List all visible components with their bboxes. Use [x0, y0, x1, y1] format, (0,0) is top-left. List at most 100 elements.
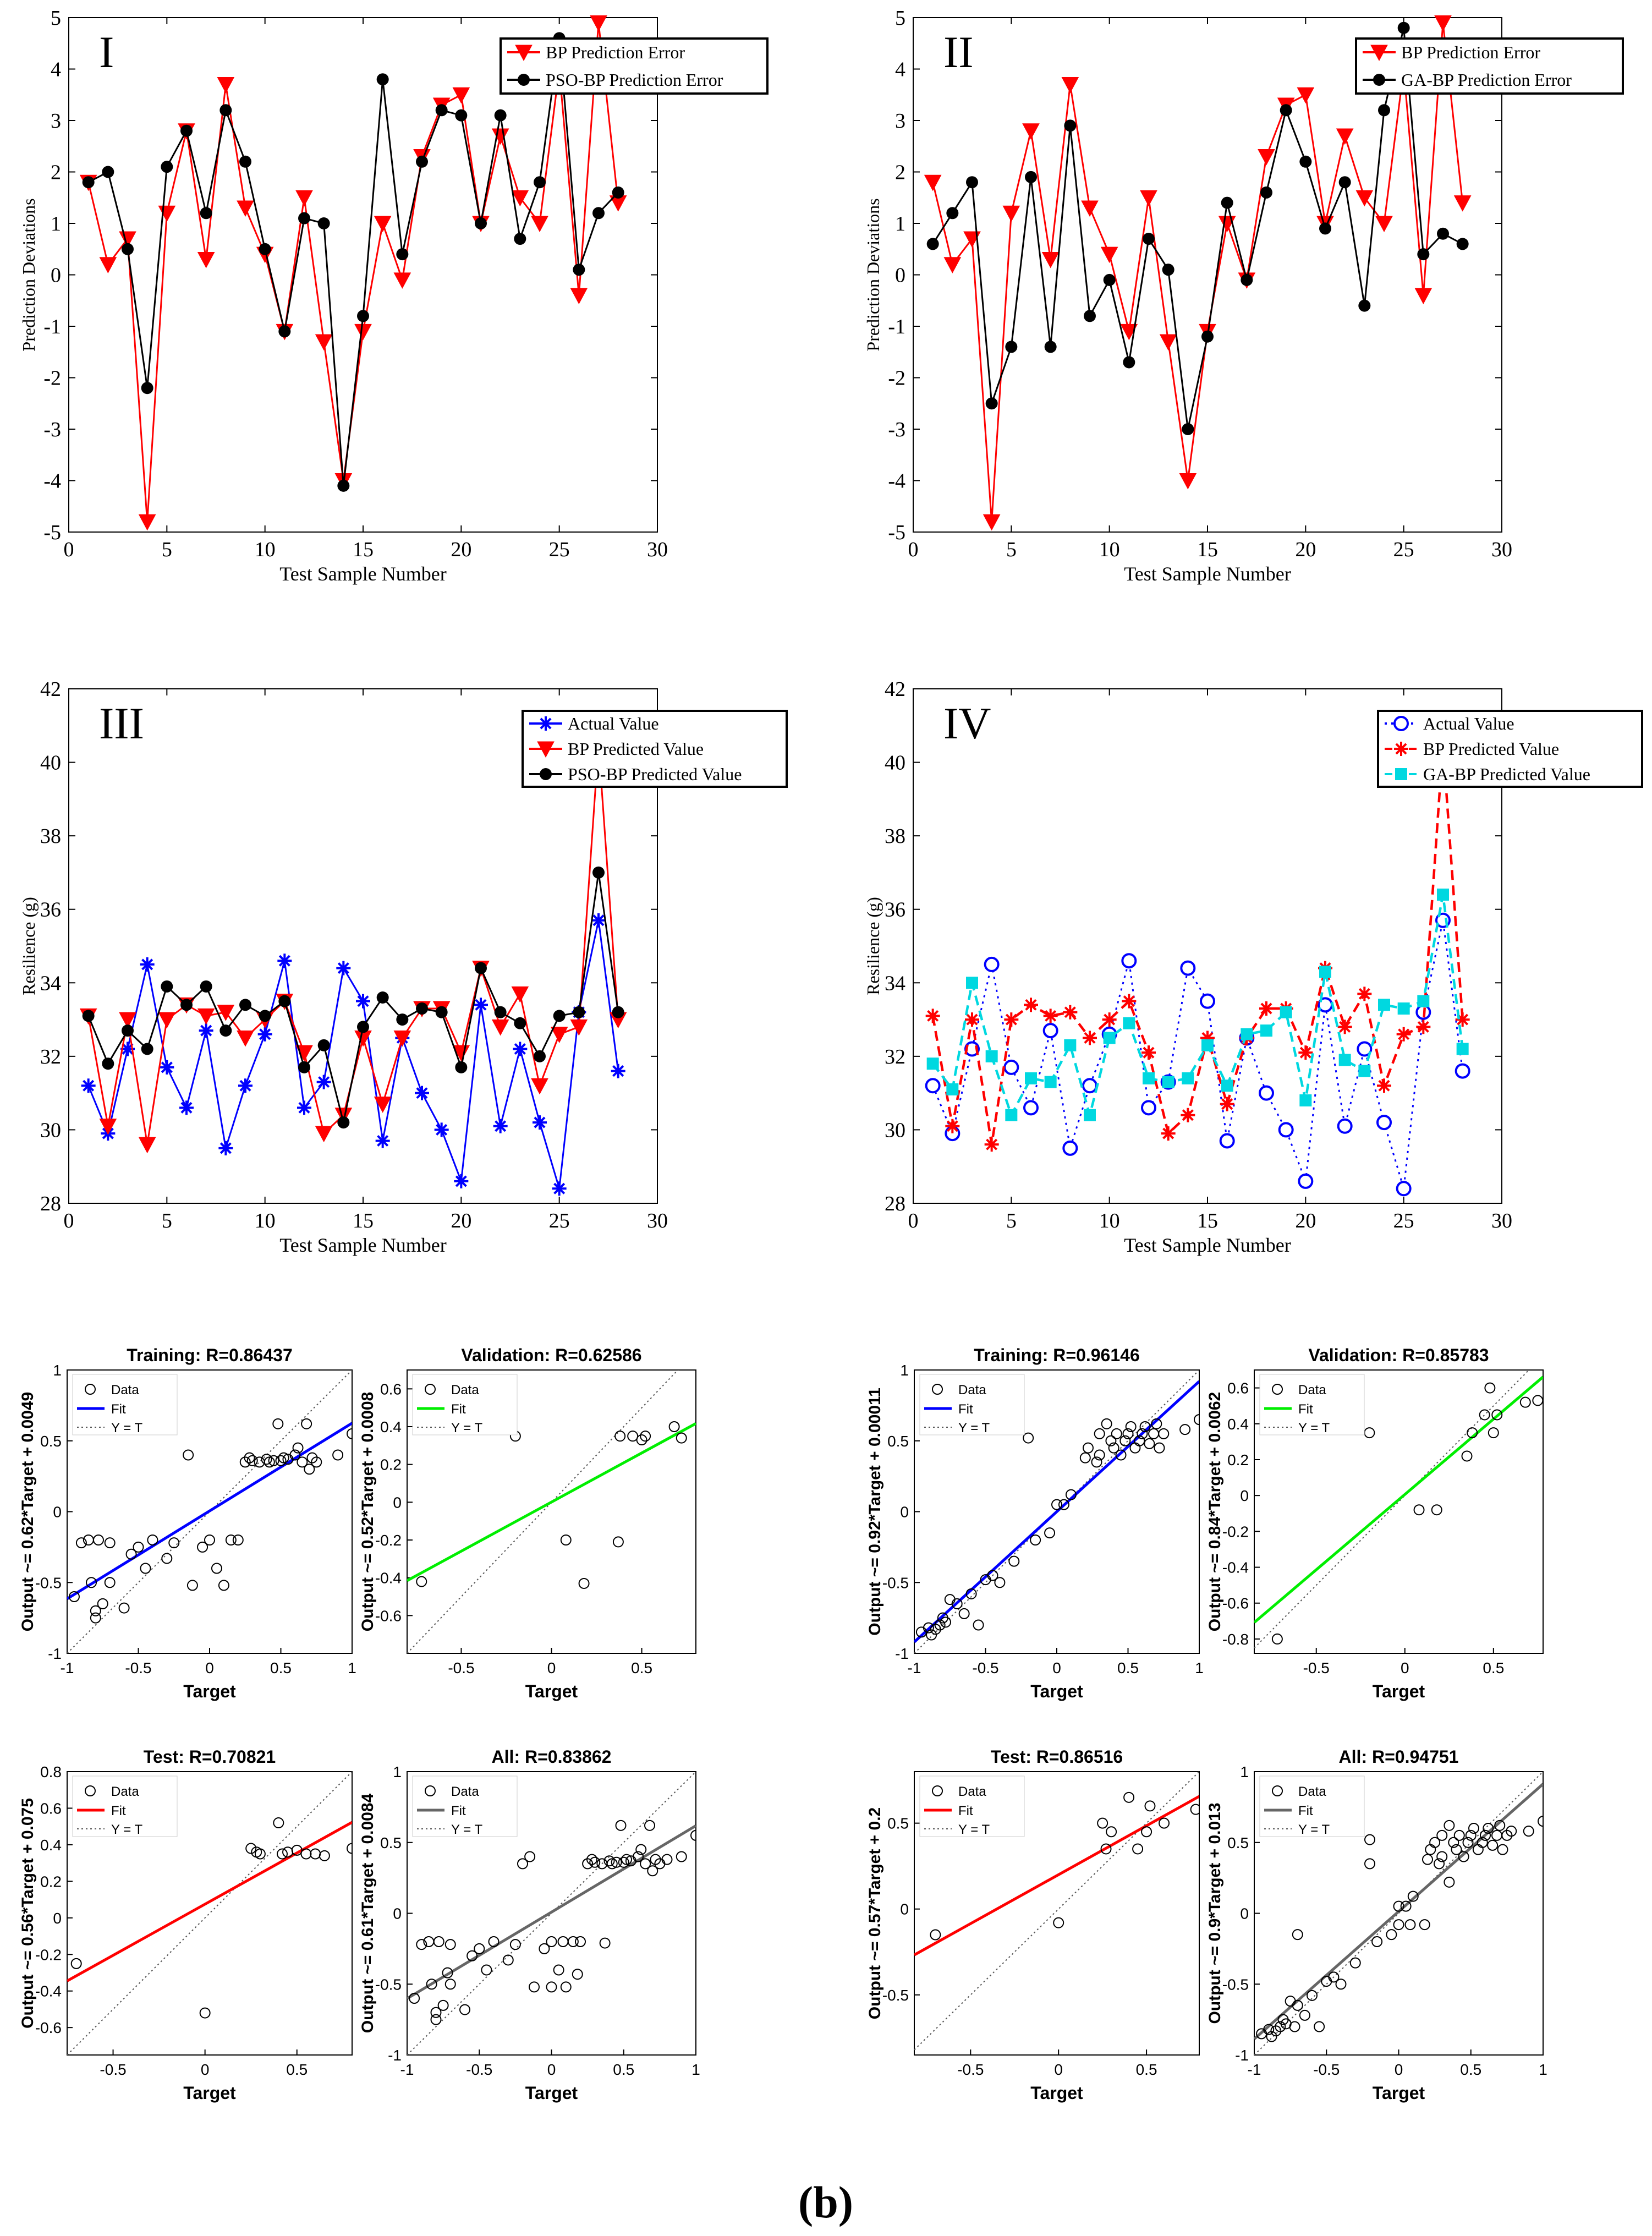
y-tick-label: 1 [51, 212, 61, 235]
data-point [409, 1993, 420, 2004]
legend-label: Fit [1298, 1804, 1313, 1818]
y-tick-label: -0.8 [1222, 1631, 1249, 1648]
data-point [994, 1577, 1006, 1588]
data-point [1141, 1826, 1152, 1838]
data-point [1182, 423, 1194, 435]
y-tick-label: 0 [53, 1910, 62, 1927]
data-point [1123, 356, 1135, 369]
data-point [1280, 1006, 1292, 1018]
y-tick-label: 4 [895, 58, 905, 81]
data-point [560, 1981, 572, 1993]
data-point [1494, 1820, 1506, 1831]
data-point [1461, 1450, 1473, 1462]
y-tick-label: 0.8 [40, 1763, 62, 1780]
plot-content [67, 1772, 352, 2055]
data-point [1102, 1012, 1117, 1027]
x-tick-label: 0 [547, 1659, 556, 1676]
data-point [494, 109, 507, 122]
data-point [158, 1012, 176, 1029]
y-tick-label: 0 [900, 1901, 909, 1918]
data-point [1328, 1971, 1340, 1983]
data-point [606, 1858, 618, 1870]
y-tick-label: 0.5 [40, 1433, 62, 1450]
y-tick-label: 1 [895, 212, 905, 235]
data-point [925, 1078, 941, 1094]
data-point [1094, 1449, 1105, 1461]
legend-marker [540, 768, 552, 780]
data-point [259, 243, 271, 255]
fit-line [1254, 1375, 1543, 1624]
data-point [926, 1057, 939, 1070]
data-point [1488, 1427, 1499, 1439]
legend-marker [518, 74, 530, 86]
data-point [621, 1854, 632, 1865]
y-tick-label: 0.6 [380, 1380, 402, 1398]
y-tick-label: 1 [900, 1362, 909, 1379]
x-tick-label: 0.5 [1136, 2061, 1157, 2078]
x-tick-label: 20 [451, 1209, 471, 1232]
y-tick-label: 32 [40, 1045, 61, 1068]
data-point [570, 288, 588, 304]
data-point [86, 1577, 97, 1588]
legend-marker [425, 1384, 436, 1395]
data-point [1491, 1409, 1503, 1421]
data-point [1162, 1076, 1174, 1088]
y-tick-label: 28 [885, 1192, 905, 1215]
data-point [1396, 1181, 1412, 1197]
legend-label: BP Predicted Value [1423, 739, 1559, 759]
data-point [239, 155, 251, 168]
data-point [199, 2007, 211, 2019]
data-point [1137, 1428, 1148, 1439]
data-point [1024, 998, 1038, 1012]
data-point-stroke [199, 1023, 213, 1038]
data-point [539, 1943, 550, 1954]
y-tick-label: 38 [885, 825, 905, 848]
x-tick-label: 0 [64, 538, 74, 561]
data-point [246, 1455, 258, 1466]
data-point-stroke [1200, 1031, 1215, 1045]
data-point [225, 1534, 237, 1546]
legend: Data Fit Y = T [72, 1775, 178, 1837]
data-point [1083, 1031, 1097, 1045]
data-point [315, 334, 333, 351]
legend-marker [537, 741, 555, 758]
y-tick-label: 0 [393, 1494, 402, 1511]
data-point [82, 176, 95, 189]
x-tick-label: -0.5 [448, 1659, 474, 1676]
chart-r6: -1 -0.5 0 0.5 1 -1 -0.5 0 0.5 1 All: R=0.83862 Targ… [359, 1747, 700, 2103]
data-point [396, 1013, 409, 1026]
data-point [1241, 273, 1253, 286]
data-point-stroke [1063, 1005, 1078, 1020]
y-tick-label: 0.4 [40, 1837, 62, 1854]
data-point [1434, 1858, 1445, 1870]
data-point [1299, 1094, 1312, 1106]
data-point [1467, 1427, 1478, 1439]
data-point [1319, 222, 1331, 235]
data-point [218, 1580, 229, 1591]
data-point [1003, 1059, 1019, 1075]
data-point [444, 1979, 456, 1990]
data-point [435, 1006, 448, 1018]
data-point-stroke [257, 1027, 272, 1042]
data-point [1298, 1173, 1314, 1189]
data-point [334, 1108, 353, 1124]
y-tick-label: -4 [43, 470, 61, 493]
data-point [1134, 1435, 1145, 1446]
data-point-stroke [1122, 994, 1137, 1009]
data-point [1044, 1527, 1056, 1539]
data-point [300, 1848, 312, 1860]
series-line [932, 28, 1463, 430]
data-point-stroke [1357, 987, 1372, 1001]
data-point [1062, 1140, 1078, 1156]
y-tick-label: -4 [888, 470, 905, 493]
data-point-stroke [238, 1078, 253, 1093]
y-tick-label: 0.5 [887, 1815, 909, 1832]
legend-label: Data [1298, 1383, 1326, 1398]
data-point [138, 514, 156, 531]
data-point [1162, 264, 1174, 276]
data-point [612, 186, 624, 199]
data-point-stroke [925, 1009, 940, 1023]
data-point [122, 243, 134, 255]
legend-label: PSO-BP Prediction Error [546, 70, 723, 90]
data-point [926, 1629, 937, 1641]
